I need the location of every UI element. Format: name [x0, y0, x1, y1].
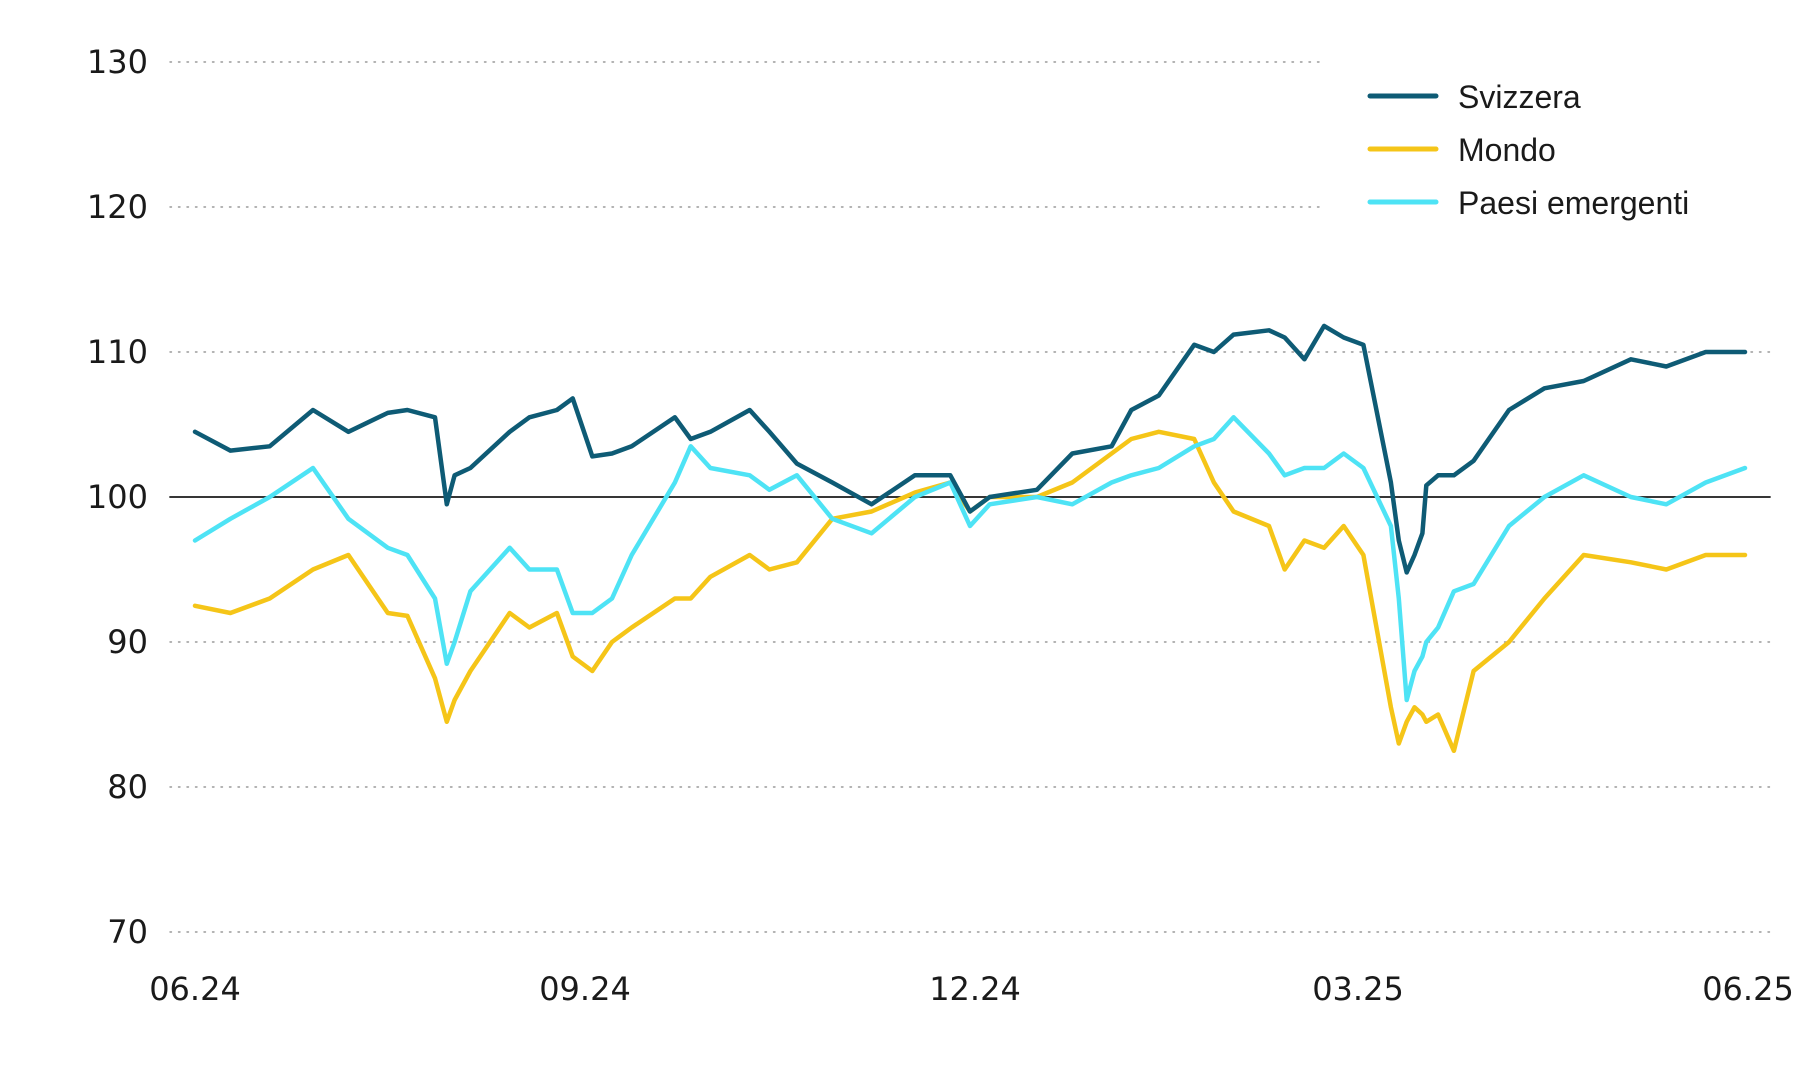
x-axis: 06.24 09.24 12.24 03.25 06.25 [149, 970, 1794, 1008]
legend: Svizzera Mondo Paesi emergenti [1367, 79, 1689, 221]
series-lines [192, 323, 1748, 754]
series-line-svizzera [192, 323, 1748, 575]
x-tick-label: 06.24 [149, 970, 241, 1008]
legend-item: Svizzera [1367, 79, 1581, 115]
y-tick-label: 90 [107, 623, 148, 661]
series-line-mondo [192, 429, 1748, 754]
legend-label: Paesi emergenti [1458, 185, 1689, 221]
y-tick-label: 110 [87, 333, 148, 371]
x-tick-label: 03.25 [1312, 970, 1404, 1008]
x-tick-label: 12.24 [929, 970, 1021, 1008]
grid [169, 61, 1771, 933]
y-axis: 130 120 110 100 90 80 70 [87, 43, 148, 951]
legend-label: Svizzera [1458, 79, 1581, 115]
y-tick-label: 130 [87, 43, 148, 81]
y-tick-label: 120 [87, 188, 148, 226]
legend-item: Mondo [1367, 132, 1556, 168]
x-tick-label: 09.24 [539, 970, 631, 1008]
y-tick-label: 70 [107, 913, 148, 951]
y-tick-label: 80 [107, 768, 148, 806]
legend-label: Mondo [1458, 132, 1556, 168]
series-line-paesi-emergenti [192, 415, 1748, 703]
y-tick-label: 100 [87, 478, 148, 516]
legend-item: Paesi emergenti [1367, 185, 1689, 221]
x-tick-label: 06.25 [1702, 970, 1794, 1008]
